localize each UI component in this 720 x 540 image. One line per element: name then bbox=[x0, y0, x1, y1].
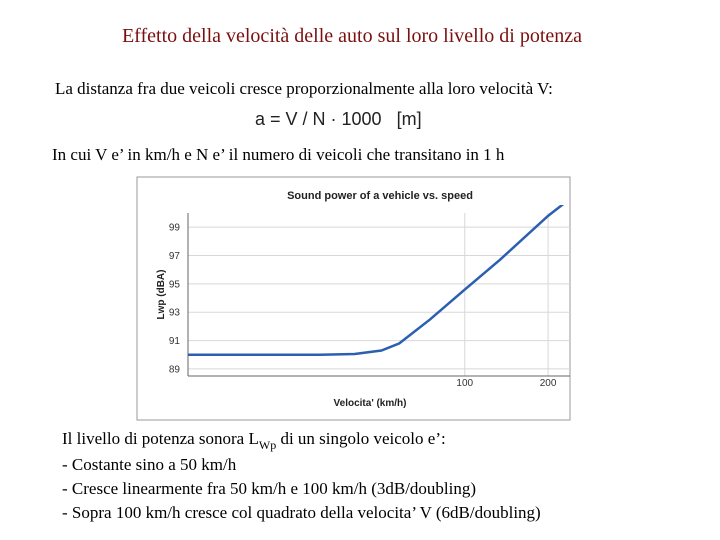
chart-title: Sound power of a vehicle vs. speed bbox=[287, 190, 473, 202]
intro-text: La distanza fra due veicoli cresce propo… bbox=[55, 79, 553, 98]
x-tick-label: 100 bbox=[456, 378, 473, 389]
lead-end: di un singolo veicolo e’: bbox=[276, 429, 446, 448]
y-tick-label: 91 bbox=[169, 336, 181, 347]
explanation-text: In cui V e’ in km/h e N e’ il numero di … bbox=[52, 145, 505, 164]
chart: Sound power of a vehicle vs. speed Lwp (d… bbox=[156, 190, 570, 409]
y-tick-label: 99 bbox=[169, 223, 181, 234]
notes-list: - Costante sino a 50 km/h - Cresce linear… bbox=[62, 455, 541, 522]
lead-subscript: Wp bbox=[259, 438, 276, 452]
lead-text: Il livello di potenza sonora L bbox=[62, 429, 259, 448]
y-tick-label: 93 bbox=[169, 308, 181, 319]
y-tick-label: 89 bbox=[169, 364, 181, 375]
y-tick-label: 97 bbox=[169, 251, 181, 262]
data-line bbox=[188, 205, 565, 356]
x-tick-label: 200 bbox=[540, 378, 557, 389]
note-item: - Costante sino a 50 km/h bbox=[62, 455, 237, 474]
note-item: - Cresce linearmente fra 50 km/h e 100 k… bbox=[62, 479, 476, 498]
notes-lead: Il livello di potenza sonora LWp di un s… bbox=[62, 429, 446, 452]
formula: a = V / N · 1000 [m] bbox=[255, 109, 422, 129]
chart-frame bbox=[136, 176, 571, 421]
x-axis-label: Velocita' (km/h) bbox=[334, 398, 407, 409]
y-axis-label: Lwp (dBA) bbox=[156, 270, 167, 320]
y-tick-label: 95 bbox=[169, 279, 181, 290]
slide-title: Effetto della velocità delle auto sul lo… bbox=[122, 25, 582, 47]
note-item: - Sopra 100 km/h cresce col quadrato del… bbox=[62, 503, 541, 522]
